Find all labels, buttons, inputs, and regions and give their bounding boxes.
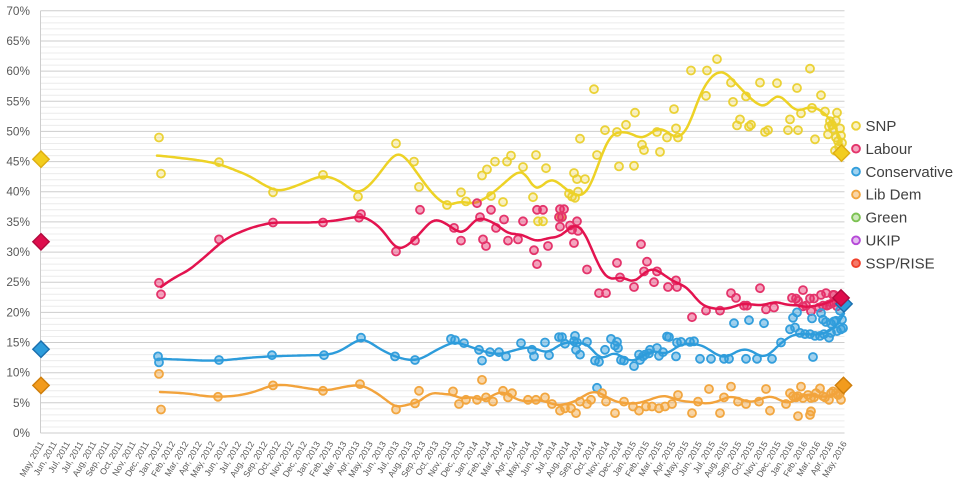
svg-text:35%: 35% bbox=[6, 215, 30, 229]
svg-text:Labour: Labour bbox=[866, 141, 913, 158]
svg-text:SNP: SNP bbox=[866, 118, 897, 135]
svg-text:45%: 45% bbox=[6, 155, 30, 169]
svg-text:40%: 40% bbox=[6, 185, 30, 199]
svg-text:50%: 50% bbox=[6, 124, 30, 138]
svg-text:30%: 30% bbox=[6, 245, 30, 259]
svg-text:70%: 70% bbox=[6, 4, 30, 18]
svg-text:65%: 65% bbox=[6, 34, 30, 48]
svg-text:Conservative: Conservative bbox=[866, 164, 954, 181]
svg-text:SSP/RISE: SSP/RISE bbox=[866, 255, 935, 272]
svg-text:15%: 15% bbox=[6, 336, 30, 350]
svg-text:Lib Dem: Lib Dem bbox=[866, 187, 922, 204]
svg-text:60%: 60% bbox=[6, 64, 30, 78]
svg-text:Green: Green bbox=[866, 210, 908, 227]
svg-text:10%: 10% bbox=[6, 366, 30, 380]
svg-text:25%: 25% bbox=[6, 275, 30, 289]
svg-text:0%: 0% bbox=[13, 426, 31, 440]
svg-text:20%: 20% bbox=[6, 305, 30, 319]
svg-text:UKIP: UKIP bbox=[866, 233, 901, 250]
svg-text:5%: 5% bbox=[13, 396, 31, 410]
svg-text:55%: 55% bbox=[6, 94, 30, 108]
